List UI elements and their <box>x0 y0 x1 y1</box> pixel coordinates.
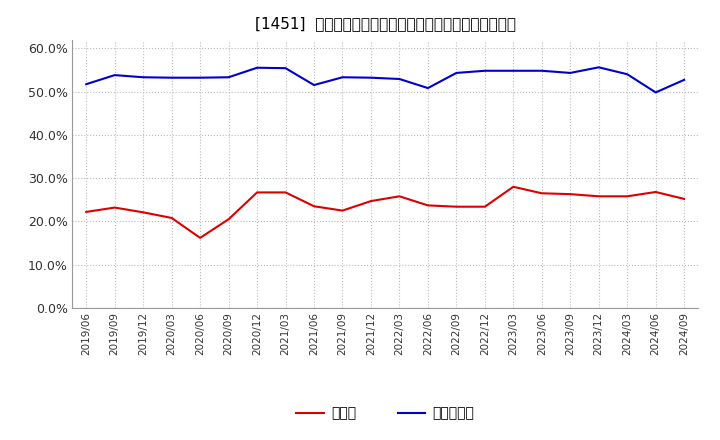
現預金 <box>282 190 290 195</box>
現預金 <box>680 196 688 202</box>
有利子負債 <box>139 75 148 80</box>
有利子負債 <box>253 65 261 70</box>
有利子負債 <box>652 90 660 95</box>
有利子負債 <box>452 70 461 76</box>
有利子負債 <box>196 75 204 81</box>
有利子負債 <box>423 85 432 91</box>
Title: [1451]  現預金、有利子負債の総資産に対する比率の推移: [1451] 現預金、有利子負債の総資産に対する比率の推移 <box>255 16 516 32</box>
現預金 <box>82 209 91 215</box>
現預金 <box>452 204 461 209</box>
有利子負債 <box>167 75 176 81</box>
有利子負債 <box>566 70 575 76</box>
現預金 <box>310 204 318 209</box>
現預金 <box>139 210 148 215</box>
有利子負債 <box>338 75 347 80</box>
現預金 <box>652 189 660 194</box>
有利子負債 <box>110 73 119 78</box>
有利子負債 <box>225 75 233 80</box>
現預金 <box>395 194 404 199</box>
有利子負債 <box>595 65 603 70</box>
有利子負債 <box>82 81 91 87</box>
有利子負債 <box>282 66 290 71</box>
現預金 <box>623 194 631 199</box>
現預金 <box>338 208 347 213</box>
現預金 <box>480 204 489 209</box>
有利子負債 <box>366 75 375 81</box>
有利子負債 <box>480 68 489 73</box>
現預金 <box>366 198 375 204</box>
有利子負債 <box>680 77 688 82</box>
有利子負債 <box>310 82 318 88</box>
Line: 現預金: 現預金 <box>86 187 684 238</box>
現預金 <box>537 191 546 196</box>
Line: 有利子負債: 有利子負債 <box>86 67 684 92</box>
現預金 <box>566 191 575 197</box>
現預金 <box>225 216 233 222</box>
有利子負債 <box>509 68 518 73</box>
現預金 <box>253 190 261 195</box>
現預金 <box>595 194 603 199</box>
現預金 <box>167 215 176 220</box>
有利子負債 <box>395 77 404 82</box>
現預金 <box>509 184 518 190</box>
現預金 <box>196 235 204 241</box>
Legend: 現預金, 有利子負債: 現預金, 有利子負債 <box>291 401 480 426</box>
有利子負債 <box>537 68 546 73</box>
現預金 <box>110 205 119 210</box>
現預金 <box>423 203 432 208</box>
有利子負債 <box>623 72 631 77</box>
